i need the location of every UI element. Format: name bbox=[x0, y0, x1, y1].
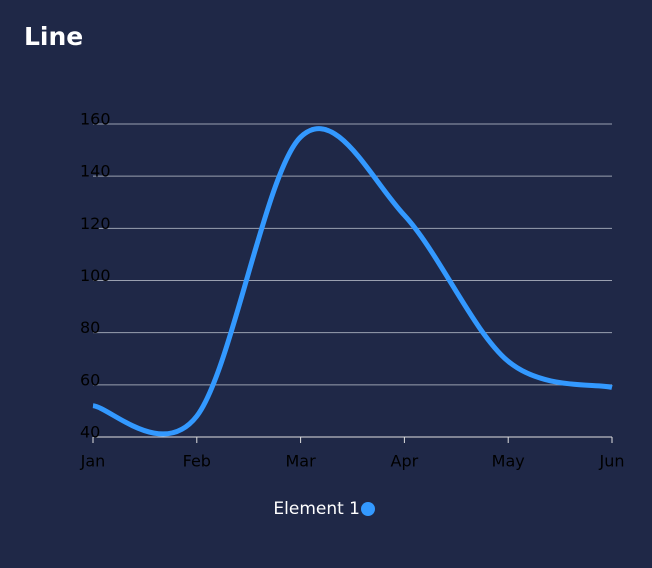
x-tick-label: Mar bbox=[286, 452, 317, 471]
y-tick-label: 80 bbox=[80, 318, 100, 337]
legend-label: Element 1 bbox=[273, 499, 360, 519]
line-series bbox=[92, 126, 613, 437]
x-tick-label: Apr bbox=[391, 452, 419, 471]
x-tick-label: Jun bbox=[599, 452, 625, 471]
x-tick-label: Jan bbox=[80, 452, 106, 471]
y-tick-label: 140 bbox=[80, 162, 111, 181]
legend-marker bbox=[361, 502, 375, 516]
y-tick-label: 120 bbox=[80, 214, 111, 233]
x-tick-label: Feb bbox=[183, 452, 211, 471]
x-tick-label: May bbox=[492, 452, 525, 471]
y-tick-label: 40 bbox=[80, 423, 100, 442]
y-tick-label: 60 bbox=[80, 370, 100, 389]
plot-area: 40 60 80 100 120 140 160 Jan Feb Mar Apr May Jun bbox=[80, 110, 625, 471]
chart-title: Line bbox=[24, 22, 83, 51]
y-tick-label: 160 bbox=[80, 110, 111, 129]
y-tick-label: 100 bbox=[80, 266, 111, 285]
